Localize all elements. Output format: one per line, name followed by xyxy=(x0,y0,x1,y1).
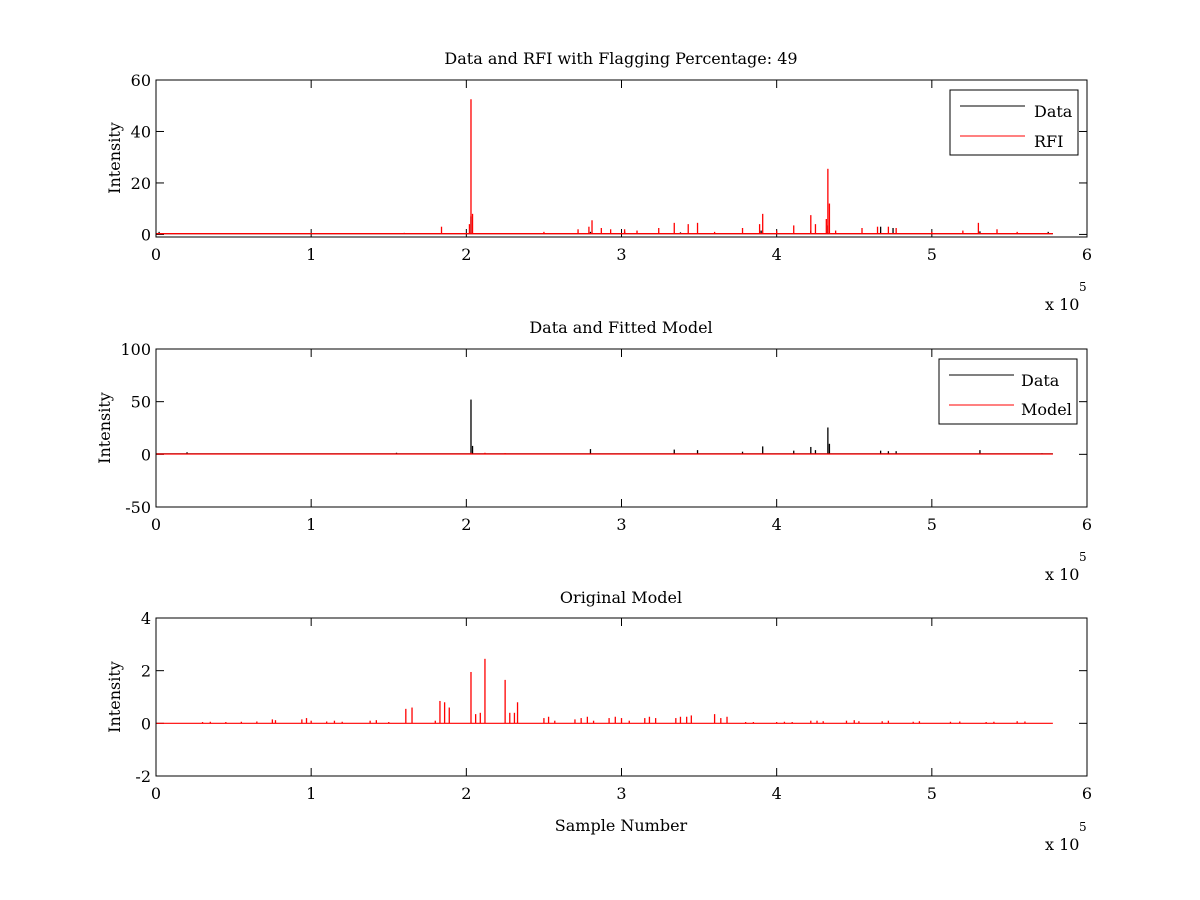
y-tick-label: 50 xyxy=(131,393,151,412)
x-tick-label: 3 xyxy=(616,245,626,264)
x-multiplier-exponent: 5 xyxy=(1079,820,1087,834)
legend-label-model: Model xyxy=(1021,400,1072,419)
x-tick-label: 6 xyxy=(1082,784,1092,803)
series-model xyxy=(156,658,1053,724)
panel-fitted: Data and Fitted Model Intensity 0 1 2 3 4 5 6 -… xyxy=(95,318,1092,584)
y-axis-label: Intensity xyxy=(105,122,124,194)
x-tick-label: 3 xyxy=(616,515,626,534)
y-tick-label: 0 xyxy=(141,714,151,733)
legend-box xyxy=(938,358,1078,425)
x-tick-label: 0 xyxy=(151,784,161,803)
x-tick-label: 4 xyxy=(772,515,782,534)
x-tick-label: 3 xyxy=(616,784,626,803)
series-rfi xyxy=(156,99,1053,235)
legend-box xyxy=(949,89,1079,156)
x-tick-label: 2 xyxy=(461,784,471,803)
y-axis-label: Intensity xyxy=(95,392,114,464)
y-tick-label: -50 xyxy=(125,498,151,517)
x-multiplier-base: x 10 xyxy=(1045,295,1079,314)
y-tick-label: 2 xyxy=(141,662,151,681)
x-tick-label: 4 xyxy=(772,245,782,264)
x-tick-label: 1 xyxy=(306,245,316,264)
axes-frame xyxy=(155,617,1088,777)
y-axis-label: Intensity xyxy=(105,661,124,733)
legend-label-rfi: RFI xyxy=(1034,132,1063,151)
x-tick-label: 1 xyxy=(306,515,316,534)
x-tick-label: 6 xyxy=(1082,245,1092,264)
series-model xyxy=(156,452,1053,455)
x-multiplier-base: x 10 xyxy=(1045,565,1079,584)
y-tick-label: -2 xyxy=(135,767,151,786)
y-tick-label: 4 xyxy=(141,609,151,628)
y-tick-label: 40 xyxy=(131,122,151,141)
x-multiplier-base: x 10 xyxy=(1045,835,1079,854)
x-axis-label: Sample Number xyxy=(555,816,688,835)
legend-label-data: Data xyxy=(1034,102,1073,121)
axes-frame xyxy=(155,348,1088,508)
x-tick-label: 2 xyxy=(461,245,471,264)
legend: Data Model xyxy=(938,358,1078,425)
legend: Data RFI xyxy=(949,89,1079,156)
panel-title: Data and RFI with Flagging Percentage: 4… xyxy=(444,49,797,68)
x-tick-label: 4 xyxy=(772,784,782,803)
x-tick-label: 2 xyxy=(461,515,471,534)
x-tick-label: 5 xyxy=(927,515,937,534)
legend-label-data: Data xyxy=(1021,371,1060,390)
y-tick-label: 0 xyxy=(141,225,151,244)
x-tick-label: 0 xyxy=(151,515,161,534)
x-tick-label: 5 xyxy=(927,245,937,264)
x-tick-label: 6 xyxy=(1082,515,1092,534)
x-multiplier-exponent: 5 xyxy=(1079,280,1087,294)
axes-frame xyxy=(155,79,1088,238)
y-tick-label: 0 xyxy=(141,445,151,464)
x-tick-label: 0 xyxy=(151,245,161,264)
panel-title: Original Model xyxy=(560,588,682,607)
y-tick-label: 100 xyxy=(120,340,151,359)
x-tick-label: 5 xyxy=(927,784,937,803)
panel-title: Data and Fitted Model xyxy=(529,318,712,337)
y-tick-label: 60 xyxy=(131,71,151,90)
x-tick-label: 1 xyxy=(306,784,316,803)
y-tick-label: 20 xyxy=(131,174,151,193)
panel-rfi: Data and RFI with Flagging Percentage: 4… xyxy=(105,49,1092,314)
x-multiplier-exponent: 5 xyxy=(1079,550,1087,564)
